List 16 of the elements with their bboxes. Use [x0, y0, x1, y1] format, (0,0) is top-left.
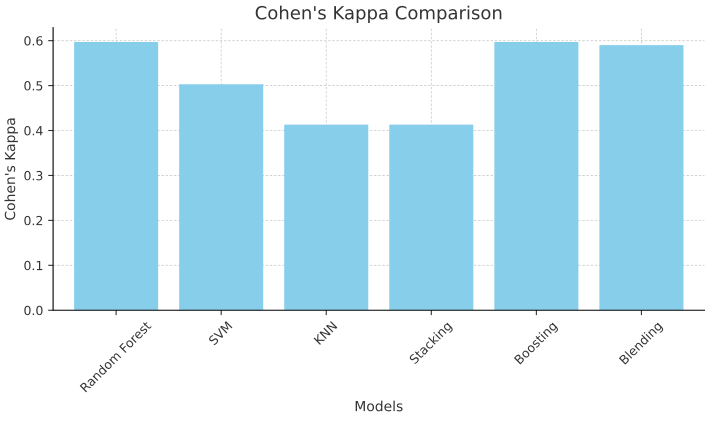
y-axis-title: Cohen's Kappa [4, 118, 18, 220]
y-tick-label: 0.3 [24, 170, 42, 180]
y-tick-label: 0.1 [24, 260, 42, 270]
y-tick-label: 0.5 [24, 81, 42, 91]
bar [74, 42, 158, 310]
y-tick-label: 0.6 [24, 36, 43, 46]
bar [179, 84, 264, 310]
bar [494, 42, 578, 310]
bar [284, 124, 368, 310]
bar [599, 45, 684, 310]
y-tick-label: 0.2 [24, 216, 42, 226]
y-tick-label: 0.0 [24, 306, 43, 316]
bar [389, 124, 474, 310]
chart-title: Cohen's Kappa Comparison [256, 6, 502, 24]
y-tick-label: 0.4 [24, 126, 43, 136]
x-axis-title: Models [356, 400, 403, 412]
